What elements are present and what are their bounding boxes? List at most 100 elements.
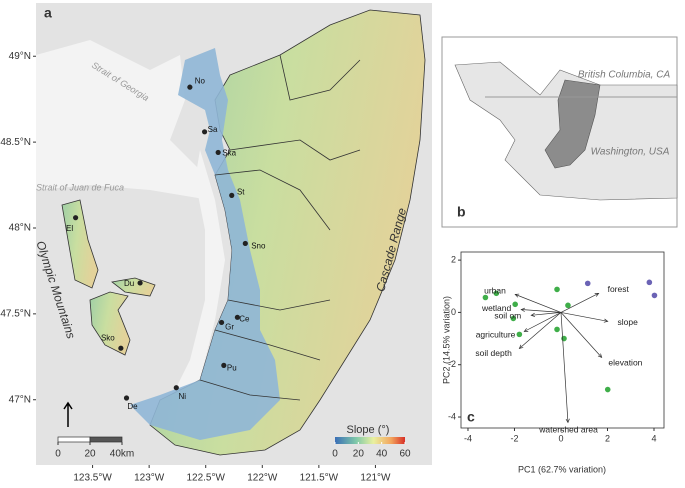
loading-arrow (560, 312, 608, 322)
annotation: Strait of Juan de Fuca (36, 182, 124, 192)
site-label: Sko (101, 333, 115, 342)
loading-label: agriculture (476, 329, 516, 339)
loading-arrow (560, 312, 569, 423)
loading-label: soil depth (475, 348, 512, 358)
site-label: Sa (208, 125, 218, 134)
site-label: Ni (179, 392, 187, 401)
arrow-head (514, 293, 520, 298)
loading-label: forest (608, 284, 630, 294)
x-tick-label: 2 (605, 433, 610, 443)
point (554, 286, 560, 293)
point (561, 335, 567, 342)
point (651, 292, 658, 299)
point (565, 302, 571, 309)
x-tick-label: -4 (464, 433, 472, 443)
y-tick-label: -4 (448, 411, 456, 421)
loading-label: slope (618, 317, 639, 327)
point (604, 386, 611, 393)
y-tick-label: 47.5°N (0, 309, 31, 320)
arrow-head (520, 307, 526, 312)
arrow-head (594, 292, 600, 297)
site (123, 395, 130, 401)
loading-arrow (531, 312, 562, 316)
site (221, 362, 227, 368)
site-label: Pu (227, 363, 237, 372)
region-label: British Columbia, CA (578, 70, 671, 81)
y-tick-label: 49°N (9, 51, 31, 62)
water (165, 150, 225, 420)
loading-label: urban (484, 286, 506, 296)
north-arrow (63, 401, 73, 427)
x-tick-label: 122.5°W (186, 473, 225, 484)
y-tick-label: 48°N (9, 223, 31, 234)
site (137, 280, 143, 286)
scale-segment (89, 436, 123, 443)
region-label: Washington, USA (591, 147, 670, 158)
y-tick-label: 0 (451, 307, 456, 317)
y-axis-label: PC2 (14.5% variation) (441, 296, 451, 384)
site (229, 192, 235, 198)
site (73, 215, 79, 221)
site (215, 149, 221, 156)
panel-label: a (44, 5, 52, 21)
panel-label: b (457, 204, 466, 220)
x-tick-label: 123.5°W (73, 473, 112, 484)
site (201, 129, 208, 135)
point (646, 279, 653, 286)
site-label: Sno (251, 242, 266, 251)
watershed-du (111, 277, 156, 297)
watershed-el (61, 199, 99, 289)
site-label: El (66, 224, 73, 233)
arrow-head (518, 344, 524, 350)
study-area (544, 79, 601, 169)
colorbar-tick-label: 60 (399, 449, 411, 460)
colorbar-tick-label: 0 (332, 449, 338, 460)
arrow-head (565, 418, 570, 424)
site-label: Ska (222, 149, 236, 158)
loading-label: soil om (494, 310, 521, 320)
water (36, 40, 210, 200)
loading-arrow (560, 312, 602, 358)
scale-segment (57, 436, 91, 443)
loading-arrow (519, 312, 562, 349)
colorbar-tick-label: 20 (353, 449, 365, 460)
loading-label: elevation (608, 358, 642, 368)
scale-tick-label: 40km (110, 449, 134, 460)
x-tick-label: 0 (558, 433, 563, 443)
x-tick-label: 4 (651, 433, 656, 443)
loading-label: wetland (481, 303, 512, 313)
colorbar (335, 437, 405, 444)
y-tick-label: 47°N (9, 394, 31, 405)
x-axis-label: PC1 (62.7% variation) (518, 464, 606, 474)
point (482, 294, 489, 301)
site (118, 345, 124, 351)
legend-title: Slope (°) (347, 424, 390, 436)
y-tick-label: 48.5°N (0, 137, 31, 148)
site-label: Ce (239, 314, 250, 323)
site (173, 385, 179, 391)
arrow-head (603, 318, 609, 323)
arrow-head (523, 328, 529, 332)
point (510, 315, 517, 322)
x-tick-label: -2 (510, 433, 518, 443)
scale-tick-label: 20 (84, 449, 96, 460)
y-tick-label: -2 (448, 359, 456, 369)
site-label: Gr (225, 323, 234, 332)
arrow-head (597, 353, 603, 358)
scale-tick-label: 0 (55, 449, 61, 460)
x-tick-label: 121°W (360, 473, 391, 484)
y-tick-label: 2 (451, 254, 456, 264)
loading-label: watershed area (538, 425, 598, 435)
map-a: a Strait of Georgia Strait of Juan de Fu… (33, 3, 432, 465)
site (187, 84, 193, 90)
watershed-sko (89, 291, 131, 356)
watershed-boundary (199, 54, 361, 401)
loading-arrow (524, 312, 562, 332)
x-tick-label: 121.5°W (300, 473, 339, 484)
site (234, 314, 240, 320)
loading-arrow (560, 293, 599, 313)
point (554, 326, 560, 333)
point (493, 290, 500, 297)
site (242, 240, 248, 247)
